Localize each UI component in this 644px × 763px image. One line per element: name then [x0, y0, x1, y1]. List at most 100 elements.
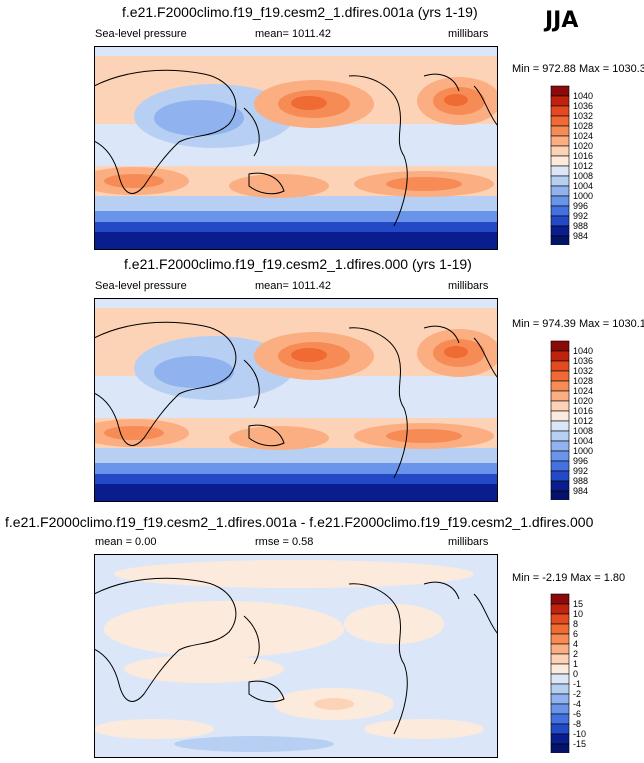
colorbar-tick-label: 996	[573, 201, 588, 211]
panel-2-units-label: millibars	[448, 280, 489, 292]
colorbar-swatch	[550, 733, 570, 745]
colorbar-tick-label: -1	[573, 679, 581, 689]
panel-1-map	[94, 46, 498, 250]
colorbar-tick-label: 1	[573, 659, 578, 669]
colorbar-tick-label: 1020	[573, 396, 593, 406]
colorbar-swatch	[550, 623, 570, 635]
colorbar-swatch	[550, 430, 570, 442]
colorbar-tick-label: 1000	[573, 191, 593, 201]
colorbar-swatch	[550, 225, 570, 237]
colorbar-swatch	[550, 663, 570, 675]
panel-1-mean-label: mean= 1011.42	[255, 28, 331, 40]
colorbar-swatch	[550, 480, 570, 492]
colorbar-tick-label: 996	[573, 456, 588, 466]
colorbar-tick-label: 1040	[573, 91, 593, 101]
panel-2-minmax-label: Min = 974.39 Max = 1030.13	[512, 318, 644, 330]
colorbar-swatch	[550, 743, 570, 753]
colorbar-tick-label: 1000	[573, 446, 593, 456]
colorbar-tick-label: 1012	[573, 416, 593, 426]
colorbar-swatch	[550, 683, 570, 695]
colorbar-swatch	[550, 85, 570, 97]
colorbar-swatch	[550, 350, 570, 362]
colorbar-swatch	[550, 145, 570, 157]
colorbar-swatch	[550, 125, 570, 137]
colorbar-tick-label: 992	[573, 466, 588, 476]
colorbar-tick-label: 1032	[573, 366, 593, 376]
colorbar-swatch	[550, 175, 570, 187]
colorbar-swatch	[550, 370, 570, 382]
colorbar-tick-label: 15	[573, 599, 583, 609]
colorbar-swatch	[550, 360, 570, 372]
colorbar-swatch	[550, 215, 570, 227]
colorbar-swatch	[550, 420, 570, 432]
colorbar-tick-label: -4	[573, 699, 581, 709]
colorbar-tick-label: -2	[573, 689, 581, 699]
colorbar-tick-label: 984	[573, 486, 588, 496]
panel-2-colorbar: 1040103610321028102410201016101210081004…	[550, 340, 593, 500]
colorbar-swatch	[550, 235, 570, 245]
colorbar-swatch	[550, 195, 570, 207]
colorbar-tick-label: 6	[573, 629, 578, 639]
colorbar-tick-label: 1028	[573, 376, 593, 386]
colorbar-tick-label: 0	[573, 669, 578, 679]
panel-1-units-label: millibars	[448, 28, 489, 40]
panel-3-map	[94, 554, 498, 758]
colorbar-tick-label: 1024	[573, 131, 593, 141]
colorbar-swatch	[550, 380, 570, 392]
colorbar-swatch	[550, 603, 570, 615]
panel-3-mean-label: mean = 0.00	[95, 536, 157, 548]
panel-3-units-label: millibars	[448, 536, 489, 548]
colorbar-tick-label: 1040	[573, 346, 593, 356]
colorbar-tick-label: 1036	[573, 356, 593, 366]
colorbar-tick-label: 1016	[573, 406, 593, 416]
panel-2-mean-label: mean= 1011.42	[255, 280, 331, 292]
colorbar-tick-label: -8	[573, 719, 581, 729]
colorbar-swatch	[550, 470, 570, 482]
colorbar-tick-label: 988	[573, 476, 588, 486]
colorbar-tick-label: 4	[573, 639, 578, 649]
colorbar-tick-label: 1016	[573, 151, 593, 161]
colorbar-swatch	[550, 115, 570, 127]
colorbar-tick-label: 1008	[573, 171, 593, 181]
colorbar-tick-label: 988	[573, 221, 588, 231]
colorbar-tick-label: 10	[573, 609, 583, 619]
colorbar-tick-label: 1004	[573, 181, 593, 191]
colorbar-swatch	[550, 673, 570, 685]
colorbar-swatch	[550, 410, 570, 422]
colorbar-tick-label: 984	[573, 231, 588, 241]
colorbar-swatch	[550, 633, 570, 645]
colorbar-tick-label: 1036	[573, 101, 593, 111]
colorbar-swatch	[550, 703, 570, 715]
colorbar-swatch	[550, 460, 570, 472]
colorbar-swatch	[550, 135, 570, 147]
panel-2-map	[94, 298, 498, 502]
panel-2-variable-label: Sea-level pressure	[95, 280, 187, 292]
colorbar-swatch	[550, 155, 570, 167]
colorbar-swatch	[550, 185, 570, 197]
colorbar-swatch	[550, 400, 570, 412]
colorbar-tick-label: -10	[573, 729, 586, 739]
colorbar-tick-label: 1020	[573, 141, 593, 151]
colorbar-tick-label: 992	[573, 211, 588, 221]
panel-1-title: f.e21.F2000climo.f19_f19.cesm2_1.dfires.…	[122, 4, 478, 20]
colorbar-swatch	[550, 340, 570, 352]
colorbar-swatch	[550, 205, 570, 217]
colorbar-swatch	[550, 440, 570, 452]
season-label: JJA	[545, 8, 579, 33]
colorbar-tick-label: 8	[573, 619, 578, 629]
panel-1-variable-label: Sea-level pressure	[95, 28, 187, 40]
panel-1-colorbar: 1040103610321028102410201016101210081004…	[550, 85, 593, 245]
colorbar-tick-label: 1012	[573, 161, 593, 171]
colorbar-tick-label: 1004	[573, 436, 593, 446]
colorbar-swatch	[550, 723, 570, 735]
colorbar-swatch	[550, 643, 570, 655]
colorbar-swatch	[550, 713, 570, 725]
colorbar-swatch	[550, 593, 570, 605]
panel-3-minmax-label: Min = -2.19 Max = 1.80	[512, 572, 626, 584]
colorbar-swatch	[550, 613, 570, 625]
colorbar-tick-label: 1024	[573, 386, 593, 396]
colorbar-swatch	[550, 693, 570, 705]
colorbar-tick-label: 2	[573, 649, 578, 659]
colorbar-tick-label: -15	[573, 739, 586, 749]
colorbar-swatch	[550, 165, 570, 177]
